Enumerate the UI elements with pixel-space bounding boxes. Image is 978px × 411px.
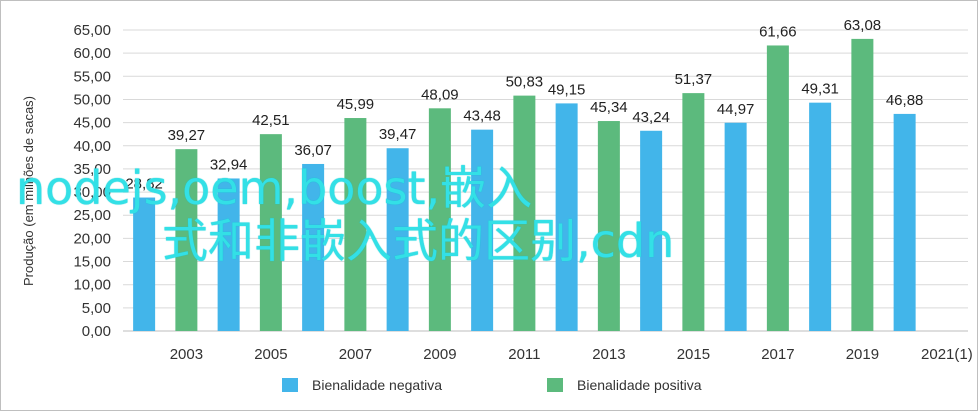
bar [513,95,536,331]
bar [133,197,156,331]
bar [682,93,705,331]
legend-swatch [282,378,298,392]
bar [724,122,747,332]
y-tick-label: 65,00 [73,22,111,39]
y-tick-label: 45,00 [73,115,111,132]
x-tick-label: 2019 [846,346,879,363]
bar [217,178,240,331]
data-label: 48,09 [421,86,459,103]
x-tick-label: 2021(1) [921,346,973,363]
bar [893,113,916,331]
data-label: 51,37 [675,71,713,88]
x-tick-label: 2009 [423,346,456,363]
y-tick-label: 25,00 [73,207,111,224]
y-tick-label: 55,00 [73,68,111,85]
y-tick-label: 50,00 [73,91,111,108]
bar [809,102,832,331]
bar [386,148,409,331]
bar [640,130,663,331]
data-label: 39,27 [168,127,206,144]
y-tick-label: 5,00 [82,300,111,317]
bar [259,134,282,331]
y-tick-label: 20,00 [73,230,111,247]
y-axis-label: Produção (em milhões de sacas) [21,96,36,286]
legend-label: Bienalidade positiva [577,377,702,393]
y-tick-label: 10,00 [73,277,111,294]
data-label: 61,66 [759,23,797,40]
x-tick-label: 2005 [254,346,287,363]
x-tick-label: 2015 [677,346,710,363]
x-tick-label: 2003 [170,346,203,363]
bar [766,45,789,332]
data-label: 43,48 [463,108,501,125]
y-tick-label: 0,00 [82,323,111,340]
legend-label: Bienalidade negativa [312,377,442,393]
y-tick-label: 30,00 [73,184,111,201]
data-label: 63,08 [844,17,882,34]
bar [555,103,578,331]
y-tick-label: 40,00 [73,138,111,155]
bar [302,163,325,331]
x-tick-label: 2013 [592,346,625,363]
data-label: 50,83 [506,74,544,91]
data-label: 46,88 [886,92,924,109]
x-tick-label: 2017 [761,346,794,363]
data-label: 45,99 [337,96,375,113]
data-label: 28,82 [125,176,163,193]
bar [344,118,367,332]
data-label: 32,94 [210,156,248,173]
y-tick-label: 60,00 [73,45,111,62]
y-tick-label: 35,00 [73,161,111,178]
data-label: 43,24 [632,109,670,126]
data-label: 36,07 [294,142,332,159]
data-label: 44,97 [717,101,755,118]
legend-swatch [547,378,563,392]
x-tick-label: 2007 [339,346,372,363]
data-label: 39,47 [379,126,417,143]
data-label: 49,15 [548,81,586,98]
data-label: 45,34 [590,99,628,116]
bar [851,38,874,331]
data-label: 42,51 [252,112,290,129]
bar [175,149,198,331]
y-tick-label: 15,00 [73,254,111,271]
bar [428,108,451,331]
bar [597,121,620,331]
data-label: 49,31 [801,81,839,98]
x-tick-label: 2011 [508,346,540,363]
bar [471,129,494,331]
